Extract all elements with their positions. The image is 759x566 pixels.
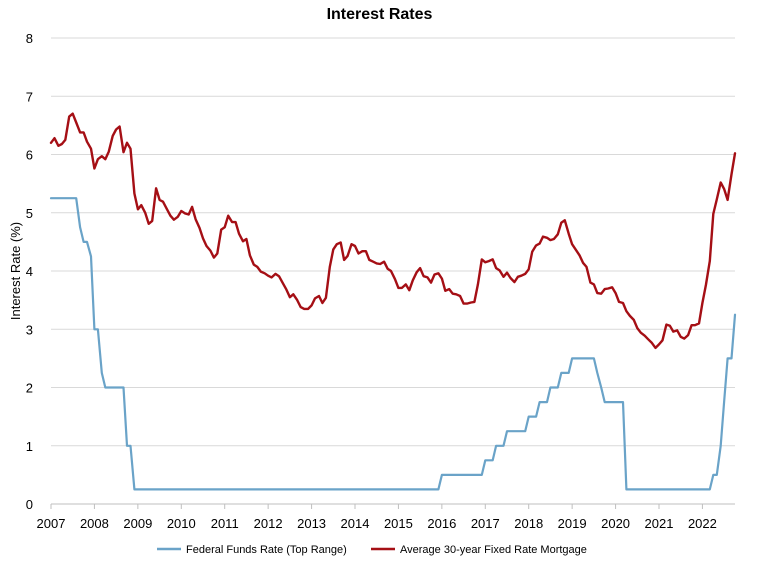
gridlines bbox=[51, 37, 735, 447]
series-lines bbox=[49, 112, 737, 491]
x-tick-label: 2022 bbox=[688, 516, 717, 531]
x-tick-label: 2014 bbox=[341, 516, 370, 531]
y-axis-label: Interest Rate (%) bbox=[8, 222, 23, 320]
x-tick-label: 2020 bbox=[601, 516, 630, 531]
x-tick-label: 2018 bbox=[514, 516, 543, 531]
x-tick-label: 2015 bbox=[384, 516, 413, 531]
x-tick-label: 2007 bbox=[37, 516, 66, 531]
x-tick-label: 2011 bbox=[211, 516, 239, 531]
x-tick-label: 2021 bbox=[645, 516, 674, 531]
y-tick-label: 6 bbox=[26, 148, 33, 163]
y-tick-label: 1 bbox=[26, 439, 33, 454]
series-line-1 bbox=[49, 112, 737, 350]
x-tick-label: 2012 bbox=[254, 516, 283, 531]
x-tick-label: 2019 bbox=[558, 516, 587, 531]
y-tick-label: 3 bbox=[26, 322, 33, 337]
x-tick-label: 2008 bbox=[80, 516, 109, 531]
y-tick-label: 2 bbox=[26, 381, 33, 396]
x-tick-label: 2010 bbox=[167, 516, 196, 531]
legend-label-0: Federal Funds Rate (Top Range) bbox=[186, 544, 347, 556]
x-tick-label: 2013 bbox=[297, 516, 326, 531]
y-axis-ticks: 0 1 2 3 4 5 6 7 8 bbox=[26, 31, 33, 512]
x-tick-label: 2016 bbox=[427, 516, 456, 531]
series-line-0 bbox=[49, 197, 737, 491]
legend-label-1: Average 30-year Fixed Rate Mortgage bbox=[400, 544, 587, 556]
legend: Federal Funds Rate (Top Range) Average 30… bbox=[157, 544, 587, 556]
y-tick-label: 7 bbox=[26, 89, 33, 104]
x-axis-ticks: 2007 2008 2009 2010 2011 2012 2013 2014 2015 2016… bbox=[37, 504, 717, 531]
y-tick-label: 8 bbox=[26, 31, 33, 46]
x-tick-label: 2009 bbox=[123, 516, 152, 531]
x-tick-label: 2017 bbox=[471, 516, 500, 531]
y-tick-label: 5 bbox=[26, 206, 33, 221]
y-tick-label: 0 bbox=[26, 497, 33, 512]
y-tick-label: 4 bbox=[26, 264, 33, 279]
chart-title: Interest Rates bbox=[327, 6, 433, 23]
